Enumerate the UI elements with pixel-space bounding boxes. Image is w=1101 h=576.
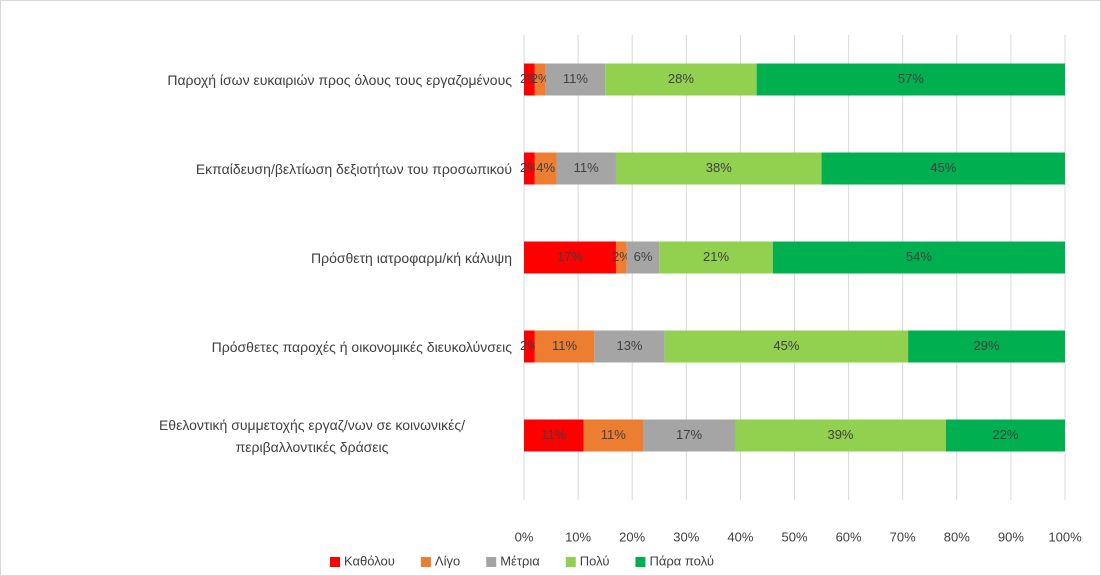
y-tick-label: Παροχή ίσων ευκαιριών προς όλους τους ερ…	[167, 71, 512, 88]
bar-segment	[524, 241, 616, 274]
data-label: 17%	[676, 427, 702, 442]
data-label: 39%	[827, 427, 853, 442]
data-label: 13%	[616, 338, 642, 353]
x-tick-label: 90%	[998, 529, 1024, 544]
bar-segment	[545, 63, 606, 96]
legend-swatch	[330, 557, 340, 567]
bar-segment	[821, 152, 1065, 185]
bar-segment	[556, 152, 616, 185]
data-label: 11%	[601, 427, 626, 442]
data-label: 17%	[557, 249, 583, 264]
data-label: 2%	[520, 71, 539, 86]
y-tick-label: Εκπαίδευση/βελτίωση δεξιοτήτων του προσω…	[195, 160, 512, 177]
x-tick-label: 40%	[727, 529, 753, 544]
bar-segment	[583, 419, 644, 452]
legend-label: Καθόλου	[344, 553, 395, 568]
data-label: 28%	[668, 71, 694, 86]
data-label: 2%	[520, 338, 539, 353]
data-label: 2%	[520, 160, 539, 175]
data-label: 22%	[992, 427, 1018, 442]
x-tick-label: 100%	[1048, 529, 1082, 544]
bar-segment	[524, 152, 535, 185]
y-tick-label: Πρόσθετη ιατροφαρμ/κή κάλυψη	[311, 249, 512, 266]
y-tick-label: Εθελοντική συμμετοχής εργαζ/νων σε κοινω…	[158, 416, 466, 455]
x-tick-label: 50%	[781, 529, 807, 544]
legend-label: Πολύ	[580, 553, 610, 568]
legend-label: Μέτρια	[500, 553, 540, 568]
data-label: 2%	[531, 71, 550, 86]
legend-swatch	[486, 557, 497, 567]
bar-segment	[659, 241, 773, 274]
bar-segment	[908, 330, 1065, 363]
data-label: 11%	[552, 338, 577, 353]
bar-segment	[524, 330, 535, 363]
bar-segment	[594, 330, 665, 363]
data-label: 21%	[703, 249, 729, 264]
bar-segment	[626, 241, 660, 274]
data-label: 11%	[574, 160, 599, 175]
bar-segment	[615, 152, 822, 185]
bar-segment	[524, 419, 584, 452]
data-label: 6%	[634, 249, 653, 264]
bar-segment	[534, 152, 557, 185]
bar-segment	[945, 419, 1065, 452]
legend-swatch	[420, 557, 431, 567]
bar-segment	[664, 330, 909, 363]
legend-swatch	[565, 557, 576, 567]
x-tick-label: 10%	[565, 529, 591, 544]
data-label: 45%	[930, 160, 956, 175]
bar-segment	[534, 330, 595, 363]
data-label: 29%	[974, 338, 1000, 353]
data-label: 54%	[906, 249, 932, 264]
bar-segment	[756, 63, 1065, 96]
bar-segment	[524, 63, 535, 96]
bar-segment	[643, 419, 735, 452]
data-label: 38%	[706, 160, 732, 175]
y-tick-label: Πρόσθετες παροχές ή οικονομικές διευκολύ…	[211, 338, 512, 355]
data-label: 2%	[612, 249, 631, 264]
bar-segment	[734, 419, 946, 452]
bar-segment	[772, 241, 1065, 274]
legend-label: Λίγο	[435, 553, 460, 568]
data-label: 11%	[541, 427, 566, 442]
x-tick-label: 20%	[619, 529, 645, 544]
data-label: 11%	[563, 71, 588, 86]
legend-label: Πάρα πολύ	[649, 553, 714, 568]
data-label: 4%	[536, 160, 555, 175]
data-label: 57%	[898, 71, 924, 86]
bar-segment	[534, 63, 546, 96]
bar-segment	[615, 241, 627, 274]
bar-segment	[605, 63, 757, 96]
x-tick-label: 0%	[515, 529, 534, 544]
legend-swatch	[635, 557, 646, 567]
x-tick-label: 30%	[673, 529, 699, 544]
data-label: 45%	[773, 338, 799, 353]
x-tick-label: 70%	[890, 529, 916, 544]
x-tick-label: 60%	[836, 529, 862, 544]
x-tick-label: 80%	[944, 529, 970, 544]
